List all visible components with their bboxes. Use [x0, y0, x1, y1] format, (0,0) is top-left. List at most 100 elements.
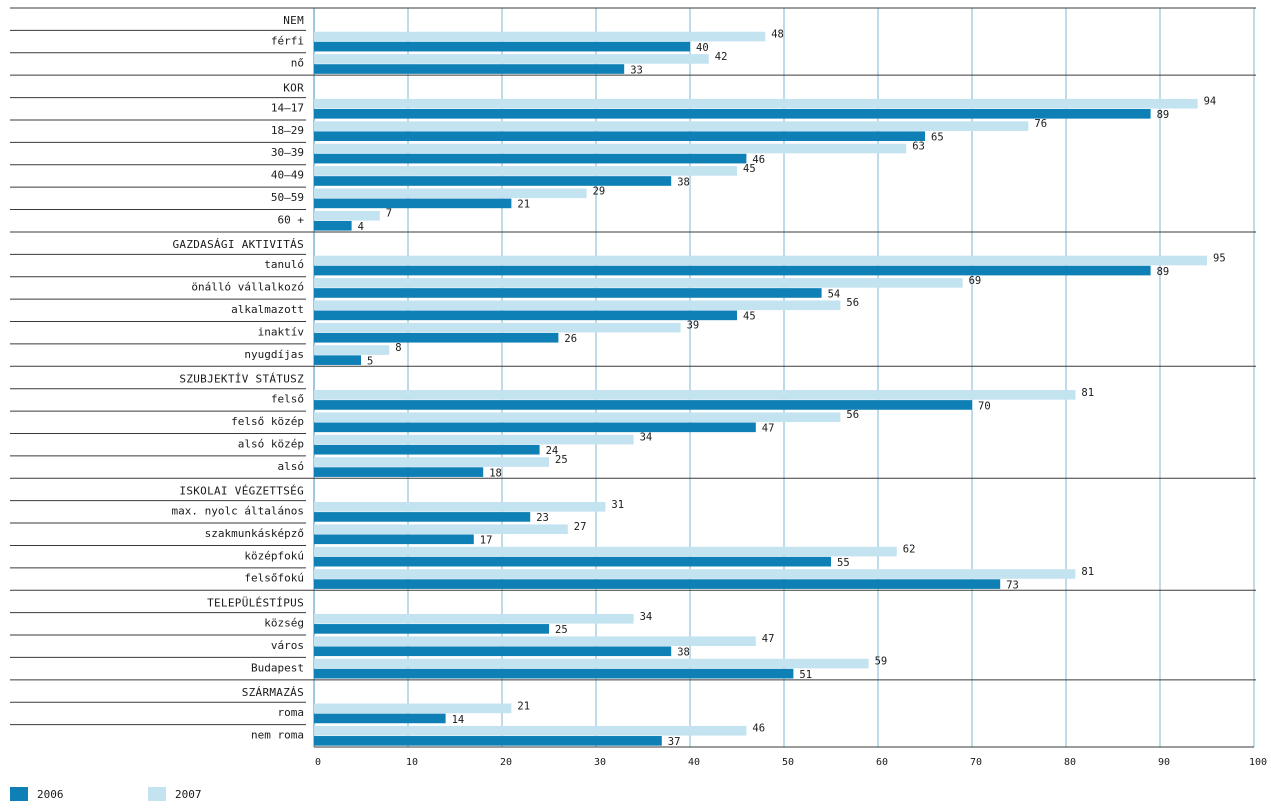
bar-2007 — [314, 300, 841, 311]
category-label: alkalmazott — [231, 303, 304, 316]
value-label-2007: 56 — [846, 297, 859, 309]
value-label-2007: 48 — [771, 29, 784, 41]
x-tick-label: 100 — [1249, 757, 1267, 768]
bar-2006 — [314, 646, 672, 657]
bar-2006 — [314, 153, 747, 164]
bar-2006 — [314, 512, 531, 522]
value-label-2006: 89 — [1157, 109, 1170, 121]
bar-2007 — [314, 390, 1076, 400]
value-label-2006: 46 — [752, 154, 765, 166]
x-tick-label: 0 — [315, 757, 321, 768]
value-label-2007: 45 — [743, 163, 756, 175]
value-label-2006: 55 — [837, 557, 850, 569]
category-label: alsó — [278, 460, 305, 473]
bar-2007 — [314, 210, 380, 221]
x-tick-label: 20 — [500, 757, 512, 768]
value-label-2007: 7 — [386, 208, 392, 220]
bar-2006 — [314, 176, 672, 186]
bar-2006 — [314, 64, 625, 74]
bar-2006 — [314, 108, 1151, 119]
bar-2007 — [314, 524, 568, 535]
value-label-2007: 62 — [903, 544, 916, 556]
category-label: 30–39 — [271, 146, 304, 159]
bar-2007 — [314, 188, 587, 199]
value-label-2006: 24 — [546, 445, 559, 457]
bar-2007 — [314, 166, 737, 176]
bar-2007 — [314, 613, 634, 624]
category-label: tanuló — [264, 258, 304, 271]
category-label: 14–17 — [271, 101, 304, 114]
value-label-2006: 14 — [452, 714, 465, 726]
category-label: férfi — [271, 34, 304, 47]
value-label-2007: 46 — [752, 723, 765, 735]
bar-2007 — [314, 725, 747, 736]
value-label-2007: 34 — [640, 432, 653, 444]
category-label: max. nyolc általános — [172, 505, 304, 518]
value-label-2006: 54 — [828, 288, 841, 300]
bar-2006 — [314, 668, 794, 679]
bar-2006 — [314, 534, 474, 545]
bar-2007 — [314, 434, 634, 445]
bar-2007 — [314, 502, 606, 512]
bar-2006 — [314, 556, 831, 567]
bar-2006 — [314, 288, 822, 298]
bar-2006 — [314, 198, 512, 209]
value-label-2006: 18 — [489, 467, 502, 479]
grid-lines — [10, 7, 1256, 747]
category-label: város — [271, 639, 304, 652]
bar-2007 — [314, 98, 1198, 109]
category-label: nyugdíjas — [244, 348, 304, 361]
value-label-2006: 89 — [1157, 266, 1170, 278]
value-label-2007: 21 — [517, 700, 530, 712]
category-label: község — [264, 617, 304, 630]
legend-swatch — [10, 787, 28, 801]
bar-2007 — [314, 143, 907, 154]
value-label-2007: 81 — [1081, 387, 1094, 399]
value-label-2007: 8 — [395, 342, 401, 354]
section-label: KOR — [283, 81, 304, 94]
legend-label: 2006 — [37, 788, 64, 801]
bar-2006 — [314, 355, 361, 365]
value-label-2006: 70 — [978, 400, 991, 412]
bar-2007 — [314, 546, 897, 557]
bar-2006 — [314, 713, 446, 724]
x-tick-label: 60 — [876, 757, 888, 768]
value-label-2007: 63 — [912, 140, 925, 152]
category-label: felső — [271, 393, 304, 406]
value-label-2007: 29 — [593, 185, 606, 197]
category-label: 50–59 — [271, 191, 304, 204]
value-label-2006: 47 — [762, 423, 775, 435]
bar-2006 — [314, 131, 925, 142]
value-label-2007: 56 — [846, 409, 859, 421]
bar-2006 — [314, 624, 549, 634]
category-label: felső közép — [231, 415, 304, 428]
value-label-2006: 65 — [931, 132, 944, 144]
bar-2006 — [314, 220, 352, 231]
bar-2007 — [314, 278, 963, 288]
bar-2007 — [314, 121, 1029, 131]
category-label: 40–49 — [271, 169, 304, 182]
x-tick-label: 70 — [970, 757, 982, 768]
value-label-2006: 4 — [358, 221, 364, 233]
category-label: nem roma — [251, 728, 304, 741]
bar-2007 — [314, 31, 766, 42]
value-label-2006: 26 — [564, 333, 577, 345]
category-label: roma — [278, 706, 305, 719]
value-label-2007: 69 — [969, 275, 982, 287]
value-label-2007: 81 — [1081, 566, 1094, 578]
bar-2007 — [314, 658, 869, 669]
value-label-2007: 59 — [875, 656, 888, 668]
bar-2006 — [314, 444, 540, 455]
value-label-2007: 27 — [574, 521, 587, 533]
value-label-2007: 31 — [611, 499, 624, 511]
x-tick-label: 10 — [406, 757, 418, 768]
value-label-2006: 23 — [536, 512, 549, 524]
x-tick-label: 50 — [782, 757, 794, 768]
value-label-2007: 94 — [1204, 96, 1217, 108]
value-label-2006: 5 — [367, 355, 373, 367]
bar-2006 — [314, 265, 1151, 276]
value-label-2007: 39 — [687, 320, 700, 332]
category-label: nő — [291, 57, 304, 70]
x-axis: 0 10 20 30 40 50 60 70 80 90 100 — [314, 746, 1267, 768]
